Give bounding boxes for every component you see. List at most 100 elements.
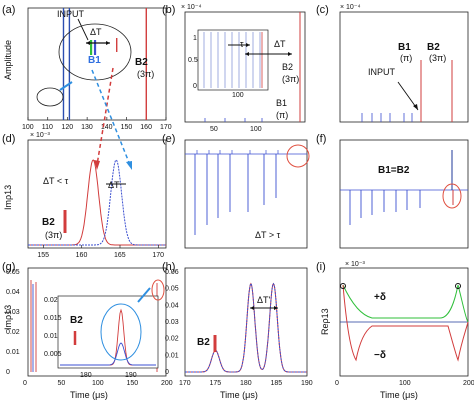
b2-label-d: B2 [42,217,55,228]
ylabel-d: Imρ13 [3,185,13,210]
marker-left-i [340,283,346,289]
dt-arrowhead-right-b [288,52,292,56]
plot-frame-d [27,139,167,249]
dt-label-d: ΔT [108,180,120,190]
ytick-label-h: 0.02 [165,336,179,343]
blue-dashed-arrow [91,69,131,166]
xtick-label-g: 50 [58,380,66,387]
inset-ytick-g: 0.02 [44,297,58,304]
spikes-e [185,150,307,235]
ylabel-a: Amplitude [3,40,13,80]
yexp-d: × 10⁻³ [30,132,51,139]
inset-ytick-g: 0.005 [44,351,62,358]
xticks-a: 100 110 120 130 140 150 160 170 [22,117,172,131]
xtick-label-h: 180 [240,380,252,387]
panel-f: (f) B1=B2 [316,133,469,249]
marker-right-i [455,283,461,289]
dt-arrowhead-right-a [106,41,110,45]
b1-label-c: B1 [398,42,411,53]
xtick-label-d: 170 [152,252,164,259]
xtick-label-a: 110 [42,124,53,131]
b2-label-a: B2 [135,57,148,68]
b1-phase-c: (π) [400,53,412,63]
dt-arrowhead-left-h [250,306,254,310]
curve-d-1 [28,159,166,246]
panel-e: (e) ΔT > τ [162,133,310,249]
plot-frame-e [184,139,308,249]
inset-ytick-b-0: 1 [193,35,197,42]
inset-xtick-b-0: 100 [232,92,244,99]
inset-lines-b [203,32,263,88]
xlabel-h: Time (μs) [220,390,258,400]
xtick-label-h: 170 [179,380,191,387]
dt-prime-label-h: ΔT' [257,295,271,305]
ytick-label-h: 0 [165,369,169,376]
ytick-label-g: 0.04 [6,289,20,296]
inset-frame-g [57,295,159,369]
b2-phase-d: (3π) [45,230,62,240]
dt-tau-label-e: ΔT > τ [255,230,281,240]
xtick-label-a: 160 [140,124,152,131]
curves-i [340,283,469,362]
panel-a: (a) Amplitude 100 110 120 130 140 150 160 170 I… [2,4,172,131]
xlabel-i: Time (μs) [380,390,418,400]
tau-arrowhead-b [246,43,250,47]
panel-c: (c) × 10⁻⁴ B1 (π) B2 (3π) INPUT [316,4,469,123]
highlight-small-g [151,279,165,301]
inset-arrow-g [137,287,151,303]
xtick-label-i: 0 [335,380,339,387]
green-curve-i [342,284,469,323]
panel-label-g: (g) [2,261,15,273]
xtick-label-d: 160 [76,252,88,259]
b2-label-g: B2 [70,315,83,326]
panel-label-f: (f) [316,133,326,145]
highlight-ellipse-f [442,183,462,209]
ylabel-i: Reρ13 [320,308,330,335]
b2-phase-a: (3π) [137,69,154,79]
plot-frame-a [27,7,167,121]
dt-arrowhead-right-h [274,306,278,310]
inset-xtick-g: 180 [80,372,92,379]
curves-h [185,282,307,373]
panel-g: (g) Imρ13 Time (μs) 0 50 100 150 200 0.05 0.04… [2,261,173,400]
xtick-label-h: 185 [271,380,283,387]
ytick-label-g: 0 [6,369,10,376]
panel-i: (i) × 10⁻³ Reρ13 Time (μs) 0 100 200 +δ −δ [316,261,474,400]
inset-frame-b [197,29,269,91]
xtick-label-g: 200 [161,380,173,387]
inset-ytick-b-2: 0 [193,83,197,90]
connector-arrows [91,67,132,170]
red-dashed-arrowhead [94,160,100,170]
inset-xtick-g: 190 [125,372,137,379]
xtick-label-a: 120 [61,124,73,131]
b1-label-b: B1 [276,98,287,108]
ytick-label-h: 0.05 [165,286,179,293]
input-label-a: INPUT [57,9,85,19]
xtick-b-1: 100 [250,126,262,133]
xtick-label-i: 100 [399,380,411,387]
ticks-g: 0 50 100 150 200 0.05 0.04 0.03 0.02 0.01 0 [6,269,173,387]
panel-h: (h) Time (μs) 170 175 180 185 190 0.06 0.05 0.0… [162,261,313,400]
panel-label-c: (c) [316,4,329,16]
panel-label-e: (e) [162,133,175,145]
cyan-arrow-a [59,81,73,91]
yexp-i: × 10⁻³ [345,261,366,268]
xtick-label-a: 130 [81,124,93,131]
input-arrowhead-c [413,104,418,110]
plot-frame-g [27,267,167,377]
ytick-label-h: 0.06 [165,269,179,276]
dt-label-b: ΔT [274,39,286,49]
b1-label-a: B1 [88,55,101,66]
plot-frame-h [184,267,308,377]
panel-label-d: (d) [2,133,15,145]
ticks-h: 170 175 180 185 190 0.06 0.05 0.04 0.03 0.02 0.01 0 [165,269,313,387]
ytick-label-g: 0.03 [6,309,20,316]
xtick-label-d: 155 [37,252,49,259]
panel-label-h: (h) [162,261,175,273]
plus-delta-label-i: +δ [374,292,386,303]
inset-blue-curve-g [60,342,156,366]
spikes-c [361,60,453,122]
xtick-label-g: 150 [127,380,139,387]
red-dashed-arrow [96,67,114,166]
